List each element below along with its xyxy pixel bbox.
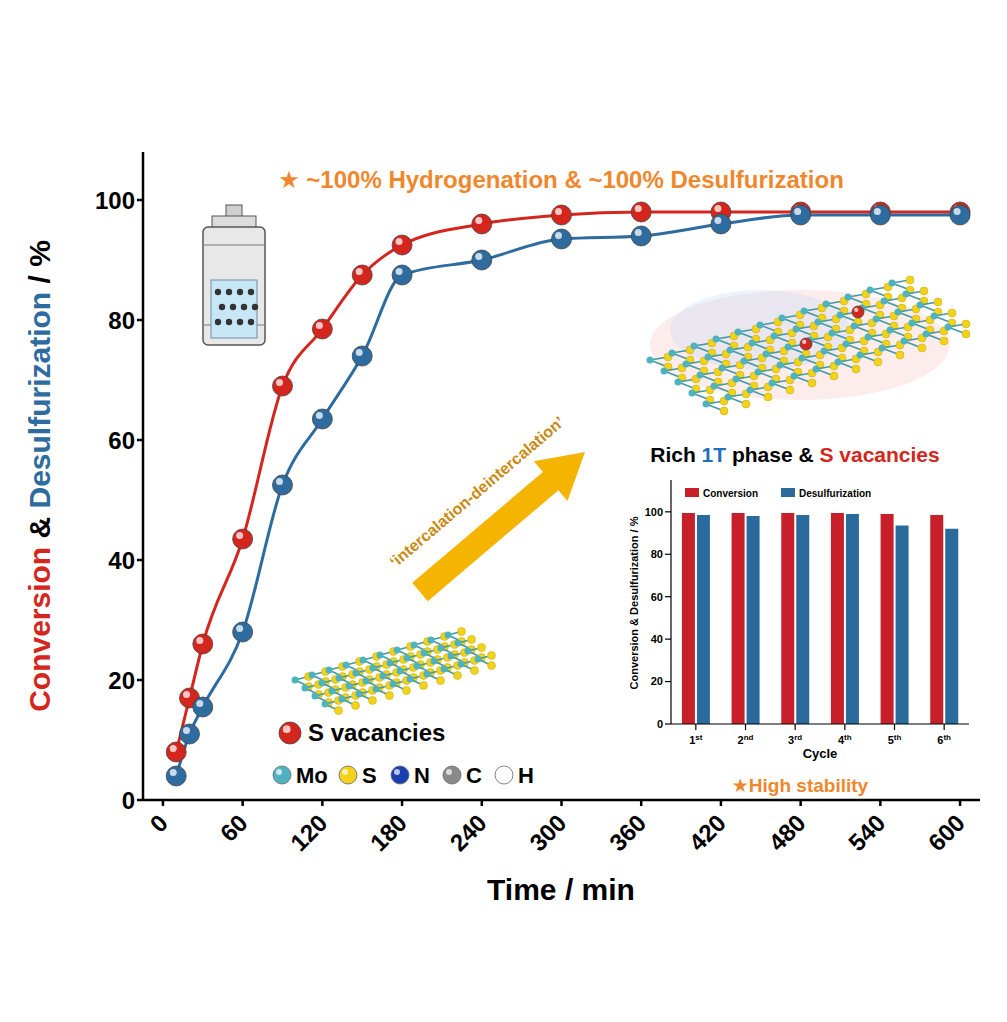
svg-text:S: S (362, 763, 377, 788)
svg-text:1st: 1st (689, 733, 703, 746)
svg-text:20: 20 (108, 667, 135, 694)
svg-text:420: 420 (684, 809, 731, 856)
svg-text:5th: 5th (888, 733, 902, 746)
svg-text:360: 360 (604, 809, 651, 856)
svg-text:80: 80 (108, 307, 135, 334)
svg-text:0: 0 (144, 809, 173, 838)
svg-text:Rich 1T phase & S vacancies: Rich 1T phase & S vacancies (650, 443, 939, 466)
svg-text:0: 0 (122, 787, 135, 814)
svg-text:240: 240 (444, 809, 491, 856)
svg-text:Mo: Mo (296, 763, 328, 788)
svg-text:Time / min: Time / min (487, 873, 635, 906)
svg-text:120: 120 (285, 809, 332, 856)
svg-text:600: 600 (923, 809, 970, 856)
svg-text:S vacancies: S vacancies (308, 719, 445, 746)
svg-text:Conversion & Desulfurization /: Conversion & Desulfurization / % (628, 516, 640, 689)
svg-text:★ ~100% Hydrogenation & ~100%: ★ ~100% Hydrogenation & ~100% Desulfuriz… (278, 166, 844, 193)
svg-text:80: 80 (651, 548, 663, 560)
svg-text:‘intercalation-deintercalation: ‘intercalation-deintercalation’ (386, 413, 567, 570)
svg-text:Conversion & Desulfurization /: Conversion & Desulfurization / % (23, 240, 56, 712)
svg-text:3rd: 3rd (788, 733, 802, 746)
svg-text:Cycle: Cycle (803, 746, 838, 761)
svg-text:40: 40 (651, 633, 663, 645)
svg-text:2nd: 2nd (738, 733, 754, 746)
svg-text:Desulfurization: Desulfurization (799, 488, 871, 499)
svg-text:300: 300 (524, 809, 571, 856)
svg-text:40: 40 (108, 547, 135, 574)
svg-text:H: H (518, 763, 534, 788)
svg-text:540: 540 (843, 809, 890, 856)
svg-text:6th: 6th (937, 733, 951, 746)
svg-text:100: 100 (645, 506, 663, 518)
svg-text:4th: 4th (838, 733, 852, 746)
svg-text:60: 60 (215, 809, 253, 847)
svg-text:60: 60 (651, 591, 663, 603)
svg-text:480: 480 (763, 809, 810, 856)
svg-text:★High stability: ★High stability (732, 775, 869, 796)
svg-text:180: 180 (365, 809, 412, 856)
svg-text:Conversion: Conversion (703, 488, 758, 499)
svg-text:C: C (466, 763, 482, 788)
svg-text:100: 100 (95, 187, 135, 214)
svg-text:60: 60 (108, 427, 135, 454)
svg-text:20: 20 (651, 675, 663, 687)
svg-text:N: N (414, 763, 430, 788)
svg-text:0: 0 (657, 718, 663, 730)
